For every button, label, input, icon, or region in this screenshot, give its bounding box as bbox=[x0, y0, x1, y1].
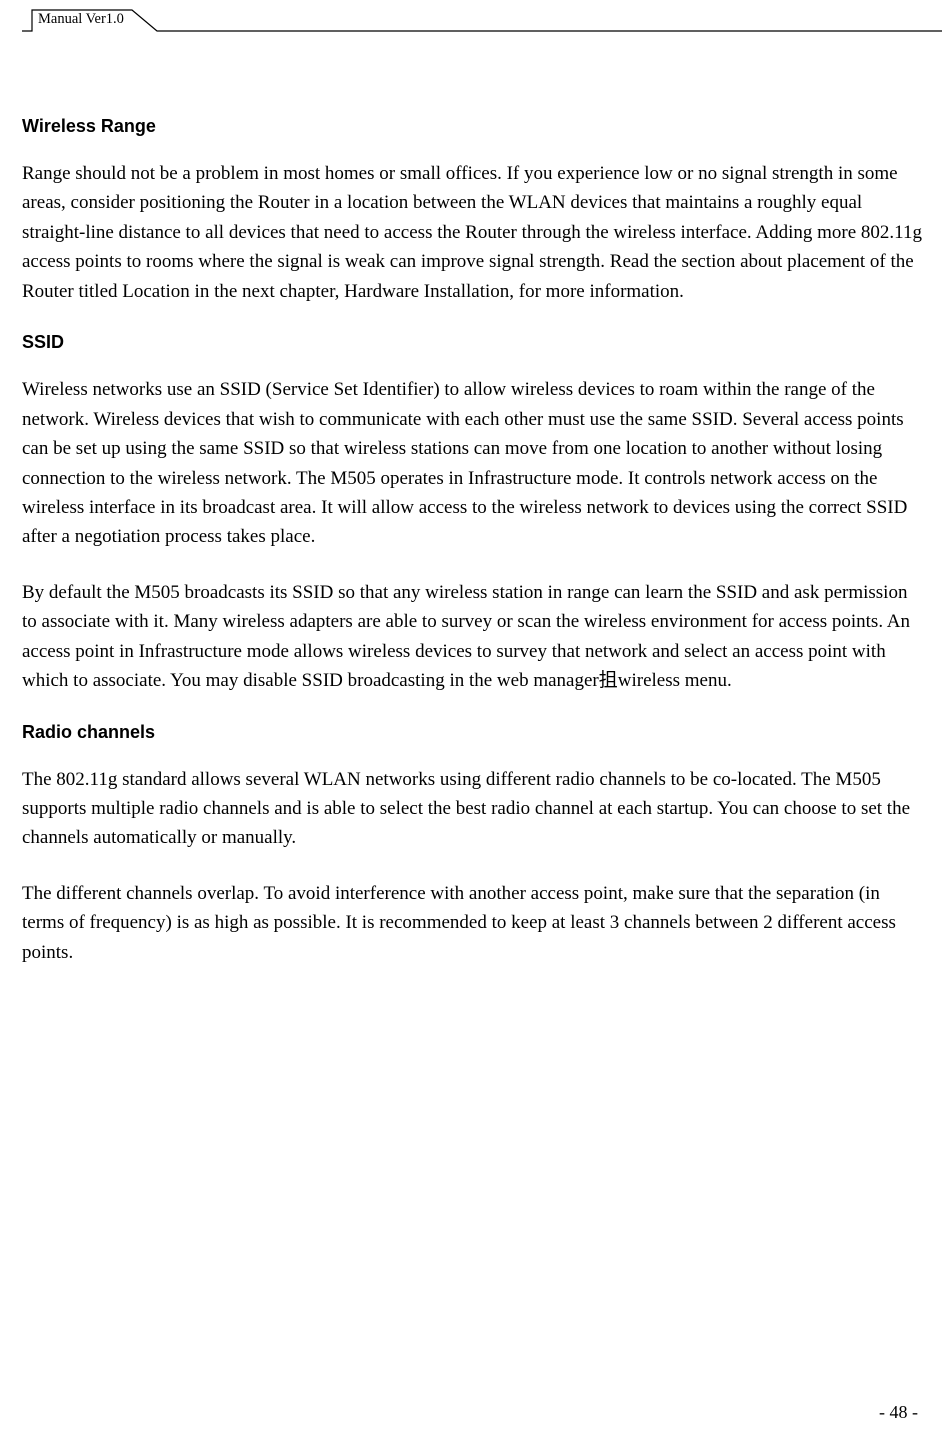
heading-radio-channels: Radio channels bbox=[22, 722, 922, 743]
header-tab-label: Manual Ver1.0 bbox=[38, 11, 124, 28]
page-number: - 48 - bbox=[879, 1402, 918, 1423]
para-radio-channels-2: The different channels overlap. To avoid… bbox=[22, 879, 922, 967]
page: Manual Ver1.0 Wireless Range Range shoul… bbox=[0, 0, 944, 1439]
para-ssid-1: Wireless networks use an SSID (Service S… bbox=[22, 375, 922, 552]
header-tab-outline bbox=[22, 8, 942, 38]
heading-wireless-range: Wireless Range bbox=[22, 116, 922, 137]
para-radio-channels-1: The 802.11g standard allows several WLAN… bbox=[22, 765, 922, 853]
para-wireless-range-1: Range should not be a problem in most ho… bbox=[22, 159, 922, 306]
heading-ssid: SSID bbox=[22, 332, 922, 353]
para-ssid-2: By default the M505 broadcasts its SSID … bbox=[22, 578, 922, 696]
header-ribbon: Manual Ver1.0 bbox=[22, 8, 922, 38]
body: Wireless Range Range should not be a pro… bbox=[22, 46, 922, 967]
